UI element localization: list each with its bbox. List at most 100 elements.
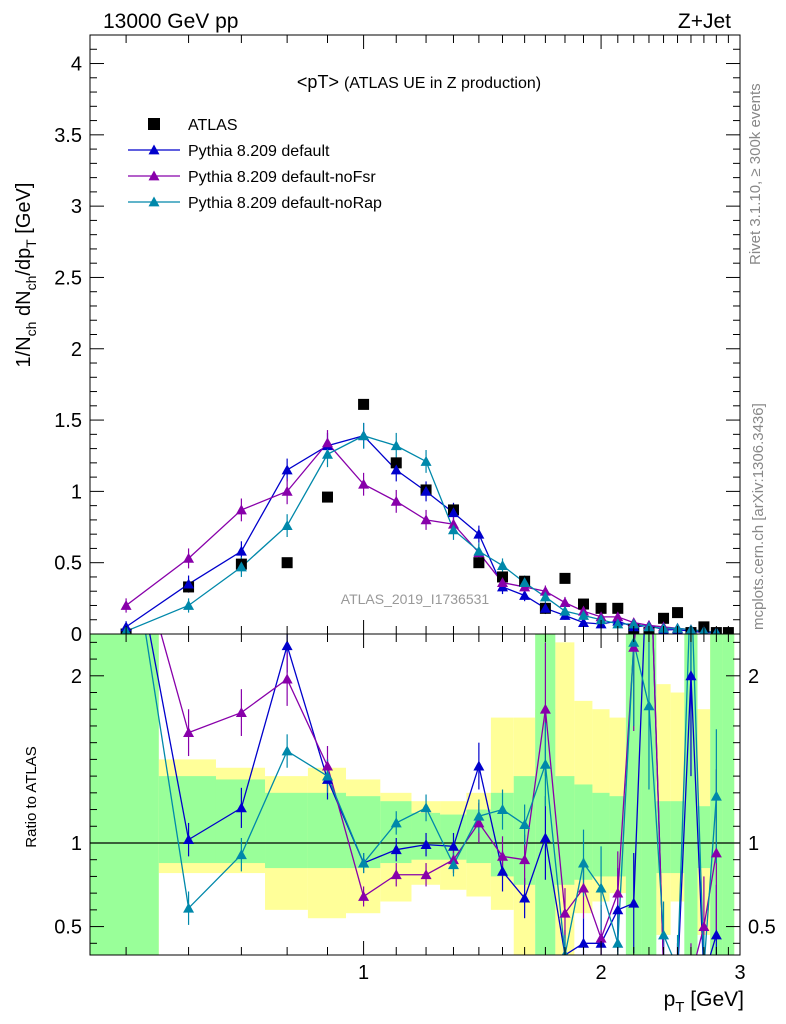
ratio-pythia-8-209-default-point <box>497 865 509 876</box>
ratio-uncertainty-band-green <box>592 792 610 877</box>
x-axis-label: pT [GeV] <box>664 988 744 1016</box>
ratio-pythia-8-209-default-nofsr-point <box>519 854 531 865</box>
ratio-pythia-8-209-default-norap-point <box>497 804 509 814</box>
ratio-pythia-8-209-default-norap-point <box>447 859 459 870</box>
legend-label-pythia-8-209-default-nofsr: Pythia 8.209 default-noFsr <box>188 169 376 186</box>
ratio-uncertainty-band-green <box>722 634 735 955</box>
ratio-pythia-8-209-default-norap-point <box>698 963 709 973</box>
pythia-8-209-default-nofsr-point <box>358 478 370 489</box>
pythia-8-209-default-norap-point <box>519 577 531 588</box>
pythia-8-209-default-point <box>235 545 247 556</box>
ratio-pythia-8-209-default-nofsr-point <box>595 932 607 943</box>
ratio-pythia-8-209-default-norap-point <box>710 790 722 801</box>
pythia-8-209-default-norap-point <box>390 440 402 451</box>
ratio-uncertainty-band-green <box>555 776 575 885</box>
ratio-pythia-8-209-default-nofsr-point <box>658 963 669 973</box>
legend-label-atlas: ATLAS <box>188 117 238 134</box>
ratio-y-axis-label: Ratio to ATLAS <box>23 746 40 847</box>
ratio-pythia-8-209-default-nofsr-point <box>447 854 459 865</box>
legend-marker-atlas <box>148 118 160 130</box>
ratio-pythia-8-209-default-nofsr-point <box>698 921 710 931</box>
pythia-8-209-default-nofsr-point <box>447 518 459 529</box>
ratio-pythia-8-209-default-norap-point <box>235 849 247 860</box>
pythia-8-209-default-norap-point <box>235 561 247 572</box>
ratio-pythia-8-209-default-nofsr-point <box>235 707 247 717</box>
ratio-y-tick-label-left: 2 <box>71 666 82 688</box>
ratio-pythia-8-209-default-norap-point <box>685 570 696 580</box>
ratio-pythia-8-209-default-nofsr-point <box>121 503 132 513</box>
ratio-pythia-8-209-default-norap-point <box>183 902 195 913</box>
atlas-data-point <box>559 572 571 584</box>
ratio-pythia-8-209-default-point <box>710 929 722 940</box>
ratio-y-tick-label-left: 0.5 <box>54 917 82 939</box>
ratio-pythia-8-209-default-point <box>672 971 683 981</box>
pythia-8-209-default-nofsr-point <box>183 552 195 563</box>
ratio-pythia-8-209-default-point <box>539 832 551 843</box>
pythia-8-209-default-point <box>519 589 531 600</box>
ratio-uncertainty-band-green <box>158 776 216 864</box>
ratio-pythia-8-209-default-norap-point <box>390 817 402 828</box>
ratio-pythia-8-209-default-norap-point <box>578 857 590 868</box>
mcplots-label: mcplots.cern.ch [arXiv:1306.3436] <box>750 403 767 630</box>
legend-marker-pythia-8-209-default-nofsr <box>148 170 160 181</box>
ratio-pythia-8-209-default-norap-point <box>281 745 293 756</box>
legend-label-pythia-8-209-default: Pythia 8.209 default <box>188 143 330 160</box>
main-y-axis-label: 1/Nch dNch/dpT [GeV] <box>13 183 39 368</box>
main-plot-title: <pT> (ATLAS UE in Z production) <box>297 72 541 92</box>
ratio-pythia-8-209-default-norap-point <box>121 503 132 513</box>
ratio-pythia-8-209-default-point <box>390 844 402 855</box>
main-y-tick-label: 2 <box>71 339 82 361</box>
ratio-y-tick-label-left: 1 <box>71 833 82 855</box>
ratio-pythia-8-209-default-norap-point <box>420 802 432 813</box>
ratio-pythia-8-209-default-point <box>420 839 432 850</box>
pythia-8-209-default-norap-point <box>473 545 485 556</box>
ratio-pythia-8-209-default-point <box>235 802 247 813</box>
ratio-pythia-8-209-default-point <box>519 892 531 903</box>
pythia-8-209-default-nofsr-point <box>321 437 333 448</box>
atlas-data-point <box>612 602 624 614</box>
ratio-pythia-8-209-default-norap-point <box>358 857 370 868</box>
atlas-data-point <box>578 598 590 610</box>
atlas-data-point <box>497 571 509 583</box>
ratio-pythia-8-209-default-nofsr-point <box>358 890 370 901</box>
atlas-data-point <box>473 557 485 569</box>
main-y-tick-label: 0 <box>71 624 82 646</box>
atlas-data-point <box>595 602 607 614</box>
ratio-pythia-8-209-default-norap-point <box>539 758 551 769</box>
ratio-y-tick-label-right: 2 <box>748 666 759 688</box>
pythia-8-209-default-norap-point <box>420 455 432 466</box>
ratio-pythia-8-209-default-line <box>149 634 717 955</box>
x-tick-label: 2 <box>596 962 607 984</box>
pythia-8-209-default-point <box>390 464 402 475</box>
ratio-pythia-8-209-default-nofsr-line <box>160 634 718 955</box>
ratio-y-tick-label-right: 0.5 <box>748 917 776 939</box>
pythia-8-209-default-norap-point <box>595 614 607 625</box>
pythia-8-209-default-norap-point <box>497 560 509 570</box>
ratio-pythia-8-209-default-nofsr-point <box>559 907 571 918</box>
ratio-pythia-8-209-default-nofsr-point <box>539 703 551 714</box>
x-tick-label: 3 <box>734 962 745 984</box>
ratio-frame <box>89 633 741 956</box>
pythia-8-209-default-point <box>578 617 590 627</box>
ratio-panel: 0.5 0.5 1 1 2 2 1 2 3 Ratio to ATLAS pT [GeV] <box>23 503 776 1016</box>
ratio-pythia-8-209-default-norap-point <box>519 819 531 829</box>
ratio-pythia-8-209-default-point <box>685 670 697 681</box>
pythia-8-209-default-norap-point <box>628 618 640 629</box>
pythia-8-209-default-norap-point <box>183 599 195 610</box>
pythia-8-209-default-norap-point <box>447 524 459 535</box>
pythia-8-209-default-point <box>281 464 293 475</box>
pythia-8-209-default-norap-point <box>281 520 293 531</box>
ratio-pythia-8-209-default-nofsr-point <box>672 971 683 981</box>
main-y-tick-label: 2.5 <box>54 267 82 289</box>
pythia-8-209-default-norap-point <box>358 430 370 441</box>
ratio-pythia-8-209-default-point <box>447 840 459 851</box>
pythia-8-209-default-point <box>473 528 485 539</box>
pythia-8-209-default-nofsr-point <box>612 611 624 622</box>
ratio-pythia-8-209-default-norap-point <box>658 929 670 940</box>
ratio-pythia-8-209-default-point <box>281 640 293 651</box>
legend-marker-pythia-8-209-default-norap <box>148 196 160 207</box>
pythia-8-209-default-nofsr-point <box>390 495 402 506</box>
ratio-pythia-8-209-default-point <box>643 503 654 513</box>
pythia-8-209-default-nofsr-point <box>539 585 551 596</box>
